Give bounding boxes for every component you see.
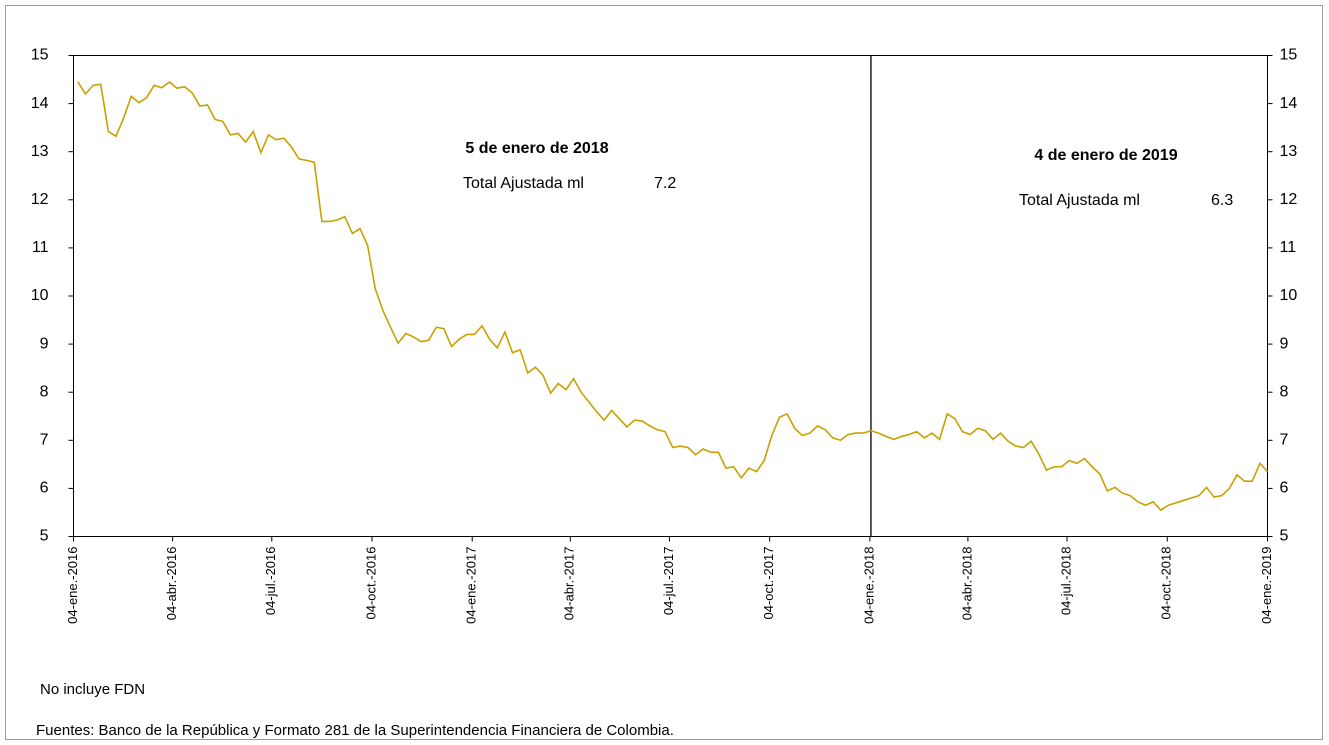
y2-tick-label: 5 xyxy=(1280,528,1289,545)
y-tick-label: 5 xyxy=(40,528,49,545)
x-tick-label: 04-abr.-2017 xyxy=(562,547,577,621)
x-tick-label: 04-abr.-2016 xyxy=(164,547,179,621)
x-tick-label: 04-ene.-2016 xyxy=(65,547,80,624)
frame xyxy=(5,5,1323,740)
y-tick-label: 7 xyxy=(40,432,49,449)
y-tick-label: 8 xyxy=(40,383,49,400)
x-tick-label: 04-ene.-2018 xyxy=(861,547,876,624)
x-tick-label: 04-jul.-2016 xyxy=(263,547,278,616)
x-tick-label: 04-ene.-2017 xyxy=(464,547,479,624)
x-tick-label: 04-jul.-2017 xyxy=(661,547,676,616)
y-tick-label: 11 xyxy=(32,239,49,256)
y-tick-label: 13 xyxy=(31,143,49,160)
y-tick-label: 9 xyxy=(40,335,49,352)
annotation-value: 7.2 xyxy=(654,175,676,192)
data-line xyxy=(77,80,1269,512)
annotation-label: Total Ajustada ml xyxy=(463,175,584,192)
source: Fuentes: Banco de la República y Formato… xyxy=(36,722,674,739)
y2-tick-label: 13 xyxy=(1280,143,1298,160)
y2-tick-label: 10 xyxy=(1280,287,1298,304)
y2-tick-label: 12 xyxy=(1280,191,1298,208)
annotation-label: Total Ajustada ml xyxy=(1019,192,1140,209)
y-tick-label: 12 xyxy=(31,191,49,208)
annotation-title: 4 de enero de 2019 xyxy=(1034,147,1177,164)
y2-tick-label: 15 xyxy=(1280,47,1298,64)
y2-tick-label: 9 xyxy=(1280,335,1289,352)
y-tick-label: 10 xyxy=(31,287,49,304)
y2-tick-label: 6 xyxy=(1280,480,1289,497)
annotation-value: 6.3 xyxy=(1211,192,1233,209)
y-tick-label: 15 xyxy=(31,47,49,64)
y-tick-label: 6 xyxy=(40,480,49,497)
y-tick-label: 14 xyxy=(31,95,49,112)
y2-tick-label: 8 xyxy=(1280,383,1289,400)
y2-tick-label: 14 xyxy=(1280,95,1298,112)
x-tick-label: 04-abr.-2018 xyxy=(959,547,974,621)
y2-tick-label: 11 xyxy=(1280,239,1297,256)
annotation-title: 5 de enero de 2018 xyxy=(465,140,608,157)
plot-area xyxy=(73,55,1268,537)
x-tick-label: 04-oct.-2017 xyxy=(761,547,776,620)
x-tick-label: 04-jul.-2018 xyxy=(1058,547,1073,616)
x-tick-label: 04-oct.-2016 xyxy=(363,547,378,620)
x-tick-label: 04-oct.-2018 xyxy=(1159,547,1174,620)
note: No incluye FDN xyxy=(40,681,145,698)
x-tick-label: 04-ene.-2019 xyxy=(1259,547,1274,624)
y2-tick-label: 7 xyxy=(1280,432,1289,449)
